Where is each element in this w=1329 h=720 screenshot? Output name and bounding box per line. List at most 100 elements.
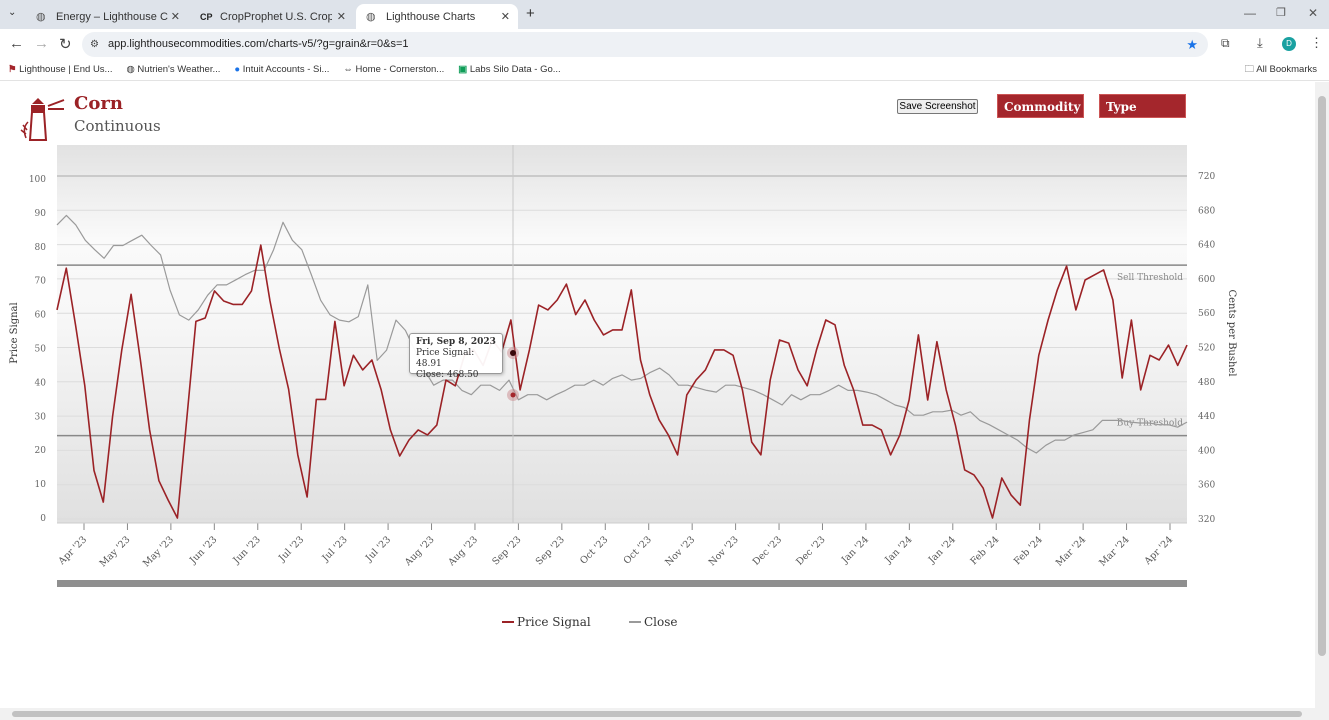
close-window-button[interactable]: ✕ [1308, 6, 1319, 20]
left-tick-label: 60 [35, 311, 47, 321]
legend-price-signal[interactable]: Price Signal [502, 615, 591, 629]
page-content: Corn Continuous Save Screenshot Commodit… [0, 82, 1315, 708]
plot-background [57, 145, 1187, 523]
x-tick-label: Aug '23 [446, 534, 480, 568]
left-tick-label: 0 [40, 514, 46, 524]
x-tick-label: Nov '23 [707, 534, 741, 568]
right-tick-label: 680 [1198, 206, 1215, 216]
x-tick-label: Jan '24 [926, 534, 958, 566]
restore-button[interactable]: ❐ [1276, 7, 1286, 19]
x-tick-label: Jan '24 [882, 534, 914, 566]
x-tick-label: Oct '23 [622, 534, 654, 566]
x-tick-label: Jul '23 [320, 534, 350, 564]
profile-avatar[interactable]: D [1282, 37, 1296, 51]
tab-energy[interactable]: ◍Energy – Lighthouse Commodit✕ [36, 10, 180, 24]
x-tick-label: May '23 [141, 534, 176, 569]
x-tick-label: Jul '23 [363, 534, 393, 564]
bookmark-intuit[interactable]: ● Intuit Accounts - Si... [234, 64, 330, 75]
left-tick-label: 80 [35, 243, 47, 253]
navigator-scrollbar[interactable] [57, 580, 1187, 587]
bookmark-star-icon[interactable]: ★ [1186, 37, 1198, 52]
horizontal-scrollbar[interactable] [0, 708, 1329, 720]
menu-icon[interactable]: ⋮ [1310, 35, 1323, 50]
right-tick-label: 640 [1198, 241, 1215, 251]
globe-icon: ◍ [366, 11, 376, 23]
x-tick-label: Oct '23 [578, 534, 610, 566]
tooltip-close-label: Close: [416, 370, 445, 380]
bookmark-labs-silo[interactable]: ▣ Labs Silo Data - Go... [458, 64, 561, 75]
signal-marker [510, 350, 516, 356]
right-tick-label: 560 [1198, 309, 1215, 319]
address-bar[interactable]: ⚙ app.lighthousecommodities.com/charts-v… [82, 32, 1208, 57]
vertical-scroll-thumb[interactable] [1318, 96, 1326, 656]
all-bookmarks[interactable]: 🗀 All Bookmarks [1244, 63, 1317, 75]
chart-tooltip: Fri, Sep 8, 2023 Price Signal: 48.91 Clo… [409, 333, 503, 380]
close-marker [510, 392, 516, 398]
close-tab-icon[interactable]: ✕ [500, 11, 510, 23]
bookmark-nutrien[interactable]: ◍ Nutrien's Weather... [126, 64, 221, 75]
left-tick-label: 40 [35, 378, 47, 388]
x-tick-label: Sep '23 [490, 534, 523, 567]
right-tick-label: 520 [1198, 344, 1215, 354]
tab-lighthouse-charts[interactable]: ◍ Lighthouse Charts ✕ [356, 4, 518, 29]
horizontal-scroll-thumb[interactable] [12, 711, 1302, 717]
tooltip-close-value: 468.50 [447, 370, 479, 380]
bookmarks-bar: ⚑ Lighthouse | End Us... ◍ Nutrien's Wea… [0, 59, 1329, 81]
close-tab-icon[interactable]: ✕ [336, 11, 346, 23]
commodity-button[interactable]: Commodity [997, 94, 1084, 118]
vertical-scrollbar[interactable] [1315, 82, 1329, 708]
x-tick-label: May '23 [98, 534, 133, 569]
tab-search-button[interactable]: ⌄ [8, 7, 17, 18]
x-tick-label: Jul '23 [276, 534, 306, 564]
download-icon[interactable]: ⤓ [1257, 35, 1263, 50]
minimize-button[interactable]: — [1244, 6, 1256, 20]
x-tick-label: Jan '24 [839, 534, 871, 566]
x-tick-label: Sep '23 [534, 534, 567, 567]
page-subtitle: Continuous [74, 117, 161, 135]
x-tick-label: Apr '24 [1142, 534, 1175, 567]
extensions-icon[interactable]: ⧉ [1221, 36, 1230, 50]
price-signal-series-line [56, 244, 1188, 519]
x-tick-label: Apr '23 [56, 534, 89, 567]
left-tick-label: 10 [35, 480, 47, 490]
x-tick-label: Mar '24 [1054, 534, 1088, 568]
left-tick-label: 20 [35, 446, 47, 456]
x-tick-label: Dec '23 [794, 534, 827, 567]
threshold-label: Sell Threshold [1117, 273, 1183, 283]
site-info-icon[interactable]: ⚙ [90, 39, 99, 50]
bookmark-lighthouse[interactable]: ⚑ Lighthouse | End Us... [8, 64, 113, 75]
left-tick-label: 70 [35, 277, 47, 287]
x-tick-label: Mar '24 [1097, 534, 1131, 568]
x-tick-label: Feb '24 [1012, 534, 1045, 567]
right-tick-label: 440 [1198, 412, 1215, 422]
x-tick-label: Nov '23 [663, 534, 697, 568]
reload-button[interactable]: ↻ [59, 36, 72, 53]
right-tick-label: 480 [1198, 378, 1215, 388]
legend-close[interactable]: Close [629, 615, 678, 629]
tooltip-signal-value: 48.91 [416, 359, 442, 369]
forward-button[interactable]: → [34, 35, 49, 52]
right-tick-label: 600 [1198, 275, 1215, 285]
tooltip-date: Fri, Sep 8, 2023 [416, 337, 496, 347]
right-tick-label: 720 [1198, 172, 1215, 182]
x-tick-label: Feb '24 [968, 534, 1001, 567]
close-series-line [56, 214, 1188, 454]
right-tick-label: 320 [1198, 515, 1215, 525]
new-tab-button[interactable]: + [526, 5, 535, 22]
right-tick-label: 360 [1198, 481, 1215, 491]
left-tick-label: 90 [35, 209, 47, 219]
back-button[interactable]: ← [9, 35, 24, 52]
type-button[interactable]: Type [1099, 94, 1186, 118]
left-tick-label: 100 [29, 175, 46, 185]
save-screenshot-button[interactable]: Save Screenshot [897, 99, 978, 114]
close-tab-icon[interactable]: ✕ [170, 11, 180, 23]
bookmark-cornerstone[interactable]: ⇔ Home - Cornerston... [343, 64, 445, 75]
tooltip-signal-label: Price Signal: [416, 348, 475, 358]
x-tick-label: Jun '23 [231, 534, 263, 566]
tab-bar: ⌄ ◍Energy – Lighthouse Commodit✕ CPCropP… [0, 0, 1329, 29]
x-tick-label: Dec '23 [751, 534, 784, 567]
url-text: app.lighthousecommodities.com/charts-v5/… [108, 38, 409, 50]
left-tick-label: 50 [35, 345, 47, 355]
